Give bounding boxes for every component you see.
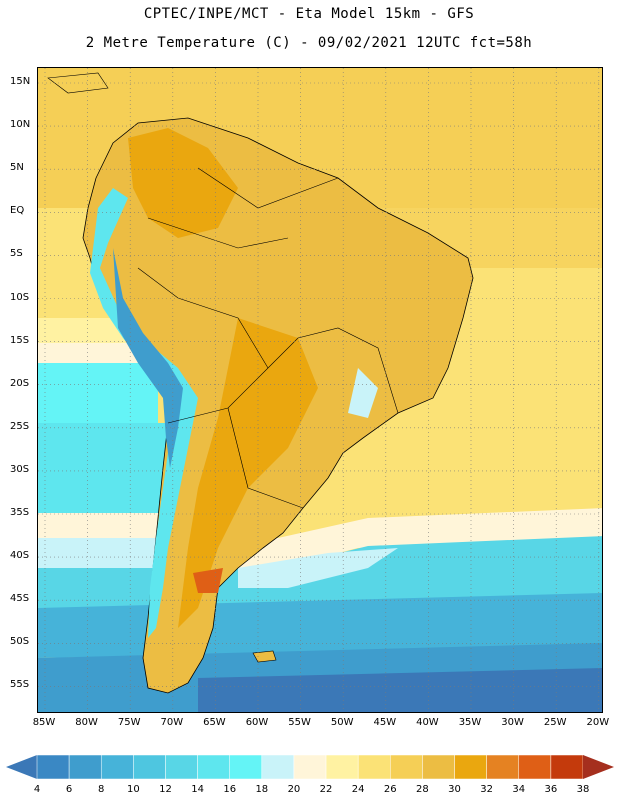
colorbar-swatch [390, 754, 423, 780]
hot-zone-north [128, 128, 238, 238]
lon-label: 85W [32, 717, 56, 728]
lon-label: 30W [501, 717, 524, 728]
colorbar-label: 22 [319, 784, 333, 795]
colorbar-label: 20 [287, 784, 301, 795]
lon-label: 45W [373, 717, 397, 728]
colorbar-swatch [357, 754, 391, 780]
lon-label: 35W [458, 717, 482, 728]
lat-label: 35S [10, 507, 30, 518]
lon-label: 75W [117, 717, 141, 728]
colorbar-label: 14 [191, 784, 204, 795]
colorbar-label: 24 [351, 784, 365, 795]
colorbar-swatch [325, 754, 359, 780]
colorbar-swatch [293, 754, 327, 780]
lat-label: 55S [10, 679, 30, 691]
lat-label: 5S [10, 248, 23, 260]
colorbar-swatch [36, 754, 70, 780]
lon-label: 25W [543, 717, 567, 728]
colorbar-label: 34 [512, 784, 526, 795]
colorbar-label: 4 [33, 784, 41, 795]
lon-label: 60W [245, 717, 269, 728]
map-panel [37, 67, 603, 713]
colorbar-swatches [36, 754, 584, 780]
andes-coldest-strip [113, 248, 183, 468]
colorbar-swatch [100, 754, 134, 780]
colorbar-swatch [261, 754, 295, 780]
ocean-band-6 [198, 668, 602, 712]
lon-label: 50W [330, 717, 354, 728]
colorbar-label: 32 [480, 784, 493, 795]
colorbar-swatch [486, 754, 520, 780]
colorbar-swatch [68, 754, 102, 780]
colorbar-swatch [197, 754, 230, 780]
colorbar-swatch [165, 754, 198, 780]
serra-cool-patch [348, 368, 378, 418]
colorbar [6, 754, 614, 780]
colorbar-swatch [518, 754, 552, 780]
lon-label: 40W [416, 717, 439, 728]
colorbar-label: 30 [448, 784, 461, 795]
andes-cold-strip [90, 188, 198, 638]
lat-label: 5N [10, 162, 24, 174]
colorbar-label: 16 [223, 784, 237, 795]
colorbar-label: 6 [65, 784, 73, 795]
colorbar-label: 36 [544, 784, 558, 795]
lon-label: 80W [75, 717, 98, 728]
lat-label: 25S [10, 420, 30, 432]
lat-label: 50S [10, 636, 30, 648]
lat-label: EQ [10, 205, 25, 217]
ocean-band-20 [38, 538, 168, 568]
colorbar-label: 18 [255, 784, 269, 795]
title-line-1: CPTEC/INPE/MCT - Eta Model 15km - GFS [143, 6, 475, 22]
colorbar-label: 26 [383, 784, 397, 795]
falkland-islands [252, 650, 277, 663]
colorbar-label: 10 [126, 784, 140, 795]
colorbar-label: 28 [416, 784, 429, 795]
lat-label: 20S [10, 377, 30, 389]
ocean-band-20-south [238, 548, 398, 588]
lat-label: 30S [10, 463, 30, 475]
title-line-2: 2 Metre Temperature (C) - 09/02/2021 12U… [85, 35, 533, 51]
triangle-left-icon [6, 755, 37, 779]
colorbar-label: 38 [576, 784, 590, 795]
colorbar-swatch [550, 754, 584, 780]
lat-label: 10N [10, 119, 31, 131]
lat-label: 15N [10, 76, 31, 87]
colorbar-swatch [229, 754, 263, 780]
lat-label: 15S [10, 334, 30, 346]
lon-label: 70W [160, 717, 184, 728]
colorbar-swatch [133, 754, 166, 780]
lon-label: 65W [203, 717, 226, 728]
lat-label: 40S [10, 550, 30, 562]
lon-label: 20W [586, 717, 610, 728]
lat-label: 10S [10, 291, 30, 303]
triangle-right-icon [583, 755, 614, 779]
ocean-pacific-16 [38, 363, 158, 423]
temperature-map [38, 68, 602, 712]
hot-zone-central [178, 318, 318, 628]
colorbar-swatch [454, 754, 487, 780]
ocean-pacific-14 [38, 423, 168, 513]
colorbar-label: 12 [159, 784, 172, 795]
lat-label: 45S [10, 593, 30, 605]
hot-spot-patagonia [193, 568, 223, 593]
colorbar-swatch [422, 754, 455, 780]
lon-label: 55W [288, 717, 311, 728]
colorbar-label: 8 [98, 784, 105, 795]
